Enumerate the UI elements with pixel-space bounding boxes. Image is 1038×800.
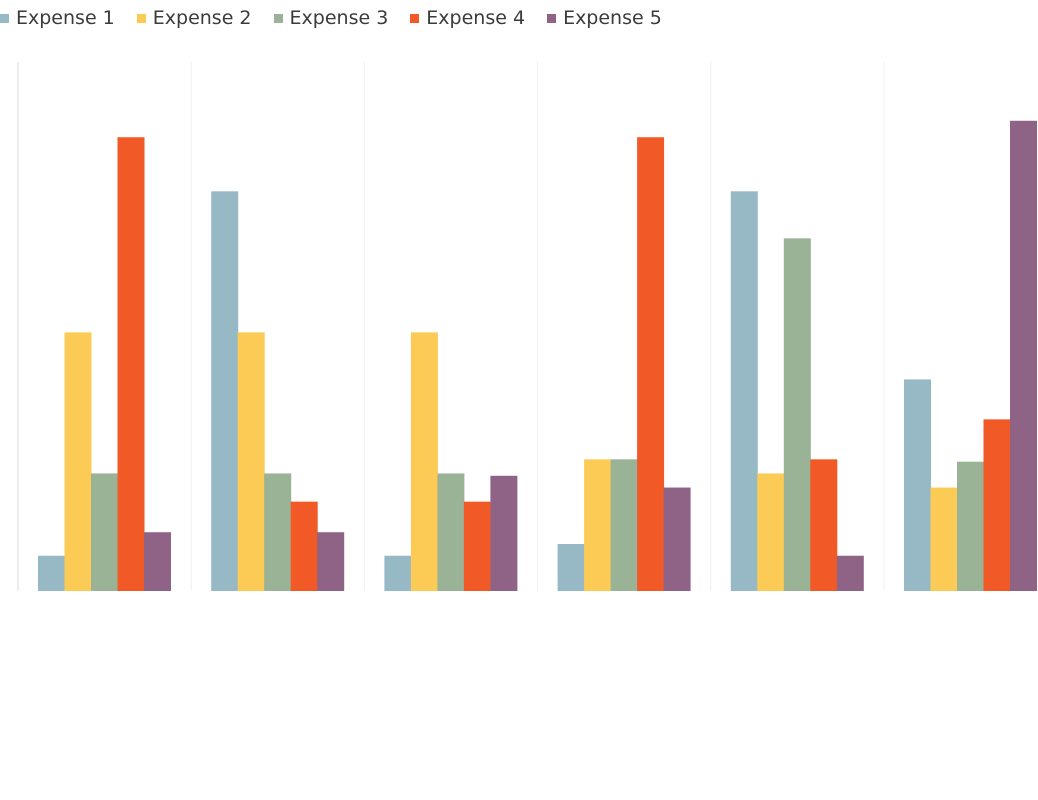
bar-expense-5-group-2 (317, 532, 345, 591)
bar-expense-4-group-3 (463, 501, 491, 591)
bar-expense-2-group-3 (410, 332, 438, 591)
legend-swatch-expense-5 (547, 13, 557, 23)
bar-expense-2-group-1 (64, 332, 92, 591)
legend: Expense 1 Expense 2 Expense 3 Expense 4 … (0, 4, 684, 32)
bar-expense-2-group-4 (584, 459, 612, 591)
bar-expense-3-group-1 (91, 473, 118, 591)
bar-expense-3-group-4 (610, 459, 638, 591)
legend-label-expense-1: Expense 1 (16, 7, 115, 29)
bar-expense-3-group-5 (783, 238, 811, 592)
legend-swatch-expense-2 (136, 13, 146, 23)
bar-expense-4-group-1 (117, 137, 145, 592)
legend-item-expense-4: Expense 4 (410, 7, 525, 29)
bar-expense-2-group-2 (237, 332, 265, 591)
legend-item-expense-3: Expense 3 (273, 7, 389, 29)
bar-expense-1-group-3 (384, 555, 412, 591)
bars (38, 120, 1037, 592)
bar-expense-1-group-1 (38, 555, 65, 591)
legend-swatch-expense-4 (410, 13, 420, 23)
bar-expense-5-group-6 (1010, 120, 1037, 592)
bar-expense-2-group-5 (757, 473, 785, 591)
bar-expense-1-group-6 (904, 379, 931, 591)
bar-expense-5-group-1 (144, 532, 171, 591)
bar-expense-4-group-6 (983, 419, 1011, 591)
bar-expense-4-group-5 (810, 459, 838, 591)
bar-expense-4-group-4 (637, 137, 665, 592)
bar-expense-3-group-3 (437, 473, 465, 591)
bar-expense-5-group-5 (836, 555, 864, 591)
bar-expense-3-group-6 (957, 461, 984, 591)
bar-expense-3-group-2 (264, 473, 292, 591)
legend-label-expense-3: Expense 3 (289, 7, 389, 29)
legend-item-expense-1: Expense 1 (0, 7, 115, 29)
bar-expense-1-group-5 (730, 191, 758, 592)
legend-item-expense-5: Expense 5 (547, 7, 662, 29)
legend-swatch-expense-3 (273, 13, 283, 23)
bar-expense-1-group-2 (211, 191, 239, 592)
bar-expense-5-group-3 (490, 475, 518, 591)
bar-expense-2-group-6 (930, 487, 958, 591)
legend-swatch-expense-1 (0, 13, 9, 23)
legend-label-expense-4: Expense 4 (426, 7, 526, 29)
grid-lines (190, 62, 885, 591)
legend-label-expense-2: Expense 2 (152, 7, 252, 29)
bar-expense-5-group-4 (663, 487, 691, 591)
legend-label-expense-5: Expense 5 (563, 7, 662, 29)
bar-expense-1-group-4 (557, 543, 585, 591)
legend-item-expense-2: Expense 2 (136, 7, 252, 29)
bar-expense-4-group-2 (290, 501, 318, 591)
